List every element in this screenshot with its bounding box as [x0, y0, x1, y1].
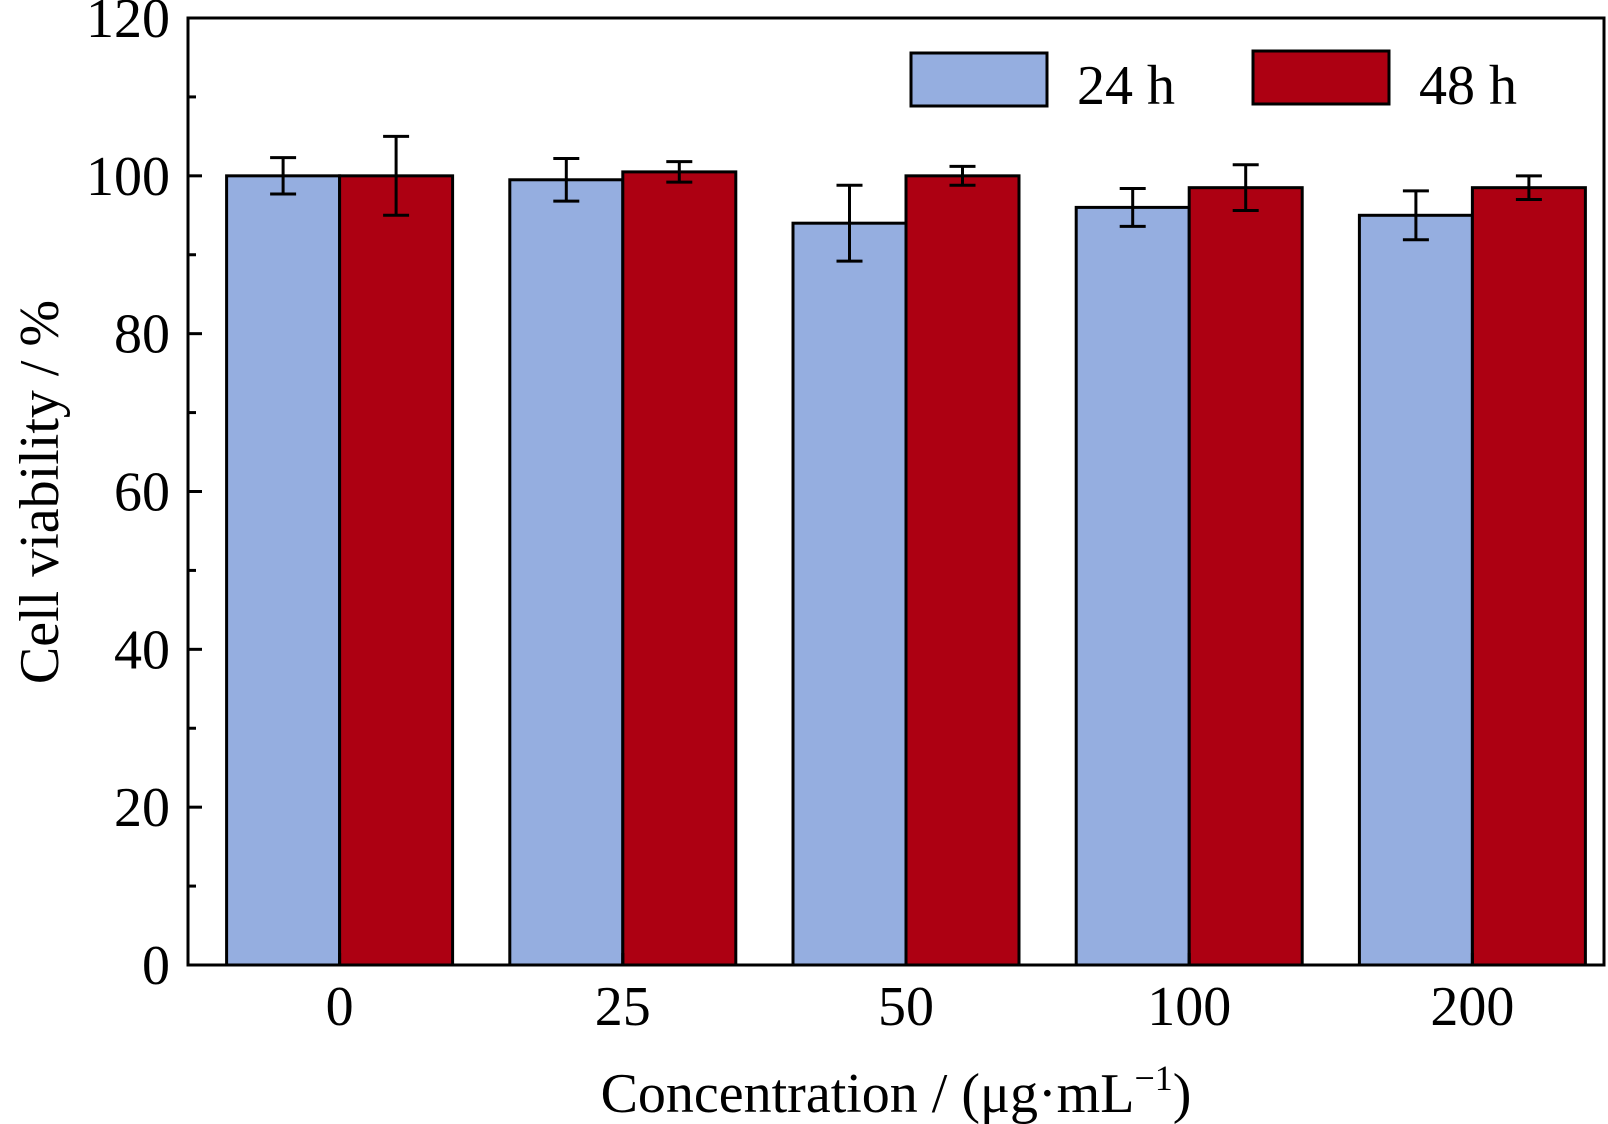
y-tick-label: 120	[86, 0, 170, 50]
y-tick-label: 80	[114, 304, 170, 366]
legend-label-24h: 24 h	[1077, 55, 1175, 117]
bar-48h-50	[904, 174, 1021, 967]
error-bar-48h-200	[1515, 174, 1542, 202]
y-axis-title: Cell viability / %	[9, 300, 71, 684]
error-bar-24h-50	[836, 183, 863, 263]
error-bar-24h-100	[1119, 186, 1146, 228]
error-bar-48h-100	[1232, 163, 1259, 213]
bar-48h-0	[338, 174, 455, 967]
bar-48h-25	[621, 170, 738, 967]
error-bar-48h-25	[666, 160, 693, 184]
bar-24h-0	[225, 174, 342, 967]
legend-swatch-48h	[1251, 49, 1391, 106]
error-bar-24h-0	[270, 156, 297, 196]
x-axis-title: Concentration / (μg·mL−1)	[601, 1058, 1192, 1124]
bar-24h-25	[508, 178, 625, 967]
x-tick-label: 25	[595, 976, 651, 1038]
legend-label-48h: 48 h	[1419, 55, 1517, 117]
error-bar-48h-50	[949, 164, 976, 187]
x-axis-title-main: Concentration / (μg·mL	[601, 1063, 1135, 1124]
y-tick-label: 100	[86, 146, 170, 208]
legend: 24 h 48 h	[909, 49, 1517, 117]
bar-48h-200	[1470, 186, 1587, 967]
y-tick-label: 20	[114, 777, 170, 839]
error-bar-24h-200	[1402, 189, 1429, 242]
legend-swatch-24h	[909, 51, 1049, 108]
y-tick-label: 40	[114, 619, 170, 681]
y-tick-label: 60	[114, 462, 170, 524]
x-tick-label: 100	[1147, 976, 1231, 1038]
x-axis: 0 25 50 100 200	[326, 953, 1514, 1038]
x-tick-label: 50	[878, 976, 934, 1038]
bar-48h-100	[1187, 186, 1304, 967]
y-axis: 0 20 40 60 80 100 120	[86, 0, 202, 997]
bar-24h-100	[1074, 205, 1191, 967]
x-axis-title-end: )	[1173, 1063, 1192, 1124]
error-bar-24h-25	[553, 156, 580, 203]
bars-layer	[225, 170, 1587, 967]
error-bars-layer	[270, 134, 1542, 263]
bar-24h-50	[791, 221, 908, 967]
error-bar-48h-0	[383, 134, 410, 217]
x-tick-label: 0	[326, 976, 354, 1038]
x-axis-title-superscript: −1	[1134, 1058, 1172, 1098]
bar-24h-200	[1357, 213, 1474, 967]
y-tick-label: 0	[142, 935, 170, 997]
x-tick-label: 200	[1430, 976, 1514, 1038]
